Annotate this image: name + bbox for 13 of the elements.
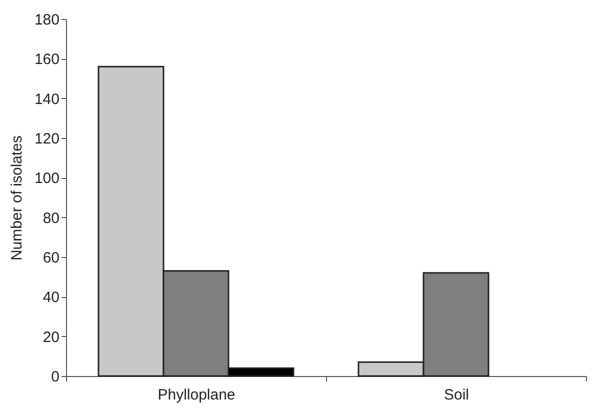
- y-tick-label: 20: [42, 328, 60, 346]
- x-tick-label: Soil: [444, 386, 470, 404]
- y-axis-title: Number of isolates: [8, 135, 26, 261]
- y-tick-label: 160: [34, 51, 60, 68]
- y-tick-label: 140: [34, 90, 60, 108]
- y-tick-label: 80: [42, 210, 60, 227]
- y-tick-label: 180: [34, 12, 60, 28]
- y-tick-label: 0: [51, 368, 60, 386]
- y-tick-label: 100: [34, 170, 60, 188]
- y-tick-label: 120: [34, 130, 60, 148]
- y-tick-label: 60: [42, 250, 60, 266]
- x-tick-label: Phylloplane: [158, 386, 236, 404]
- y-tick-label: 40: [42, 289, 60, 306]
